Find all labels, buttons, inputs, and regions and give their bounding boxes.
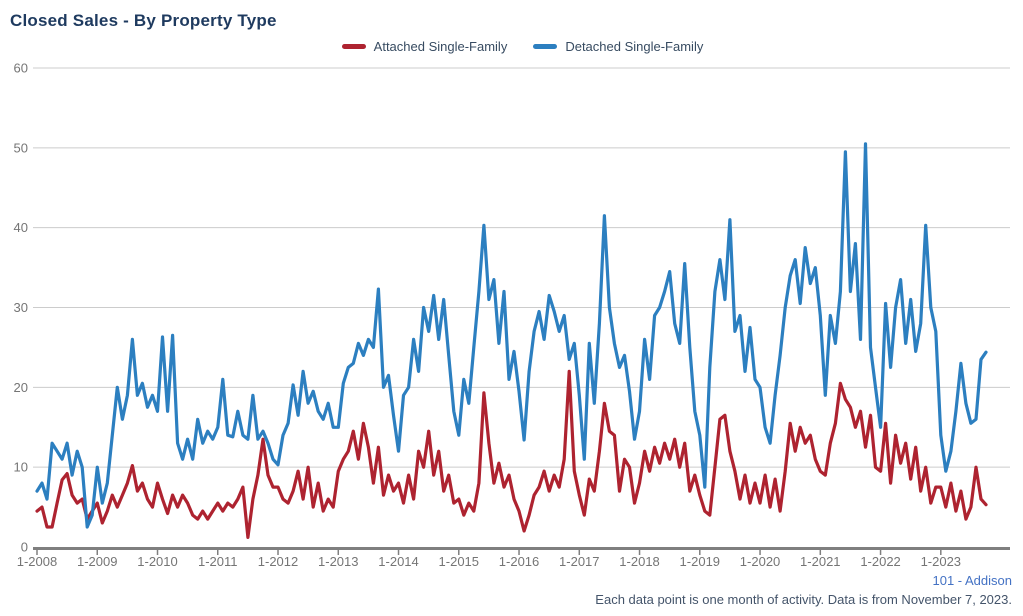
x-axis-label: 1-2013 bbox=[318, 554, 358, 569]
x-axis-label: 1-2022 bbox=[860, 554, 900, 569]
y-axis-label: 0 bbox=[21, 540, 28, 555]
x-axis-label: 1-2021 bbox=[800, 554, 840, 569]
legend-item-detached: Detached Single-Family bbox=[533, 39, 703, 54]
x-axis-label: 1-2023 bbox=[921, 554, 961, 569]
data-source-label: 101 - Addison bbox=[932, 573, 1012, 588]
x-axis-label: 1-2019 bbox=[680, 554, 720, 569]
x-axis-label: 1-2014 bbox=[378, 554, 418, 569]
legend-item-attached: Attached Single-Family bbox=[341, 39, 508, 54]
legend-label-attached: Attached Single-Family bbox=[373, 39, 508, 54]
y-axis-label: 30 bbox=[14, 300, 28, 315]
x-axis-label: 1-2017 bbox=[559, 554, 599, 569]
attached-series-swatch-icon bbox=[341, 44, 366, 49]
x-axis-label: 1-2008 bbox=[17, 554, 57, 569]
x-axis-label: 1-2020 bbox=[740, 554, 780, 569]
legend-label-detached: Detached Single-Family bbox=[565, 39, 704, 54]
x-axis-label: 1-2010 bbox=[137, 554, 177, 569]
x-axis-label: 1-2016 bbox=[499, 554, 539, 569]
y-axis-label: 10 bbox=[14, 460, 28, 475]
y-axis-label: 50 bbox=[14, 140, 28, 155]
footnote: Each data point is one month of activity… bbox=[595, 592, 1012, 607]
x-axis-label: 1-2012 bbox=[258, 554, 298, 569]
y-axis-label: 40 bbox=[14, 220, 28, 235]
y-axis-label: 20 bbox=[14, 380, 28, 395]
detached-series-swatch-icon bbox=[533, 44, 558, 49]
y-axis-label: 60 bbox=[14, 61, 28, 76]
x-axis-label: 1-2009 bbox=[77, 554, 117, 569]
page-title: Closed Sales - By Property Type bbox=[10, 11, 277, 30]
x-axis-label: 1-2018 bbox=[619, 554, 659, 569]
x-axis-label: 1-2011 bbox=[198, 554, 238, 569]
series-line-detached bbox=[35, 142, 988, 529]
x-axis-label: 1-2015 bbox=[439, 554, 479, 569]
chart-legend: Attached Single-Family Detached Single-F… bbox=[35, 39, 1010, 54]
series-line-attached bbox=[35, 369, 988, 540]
